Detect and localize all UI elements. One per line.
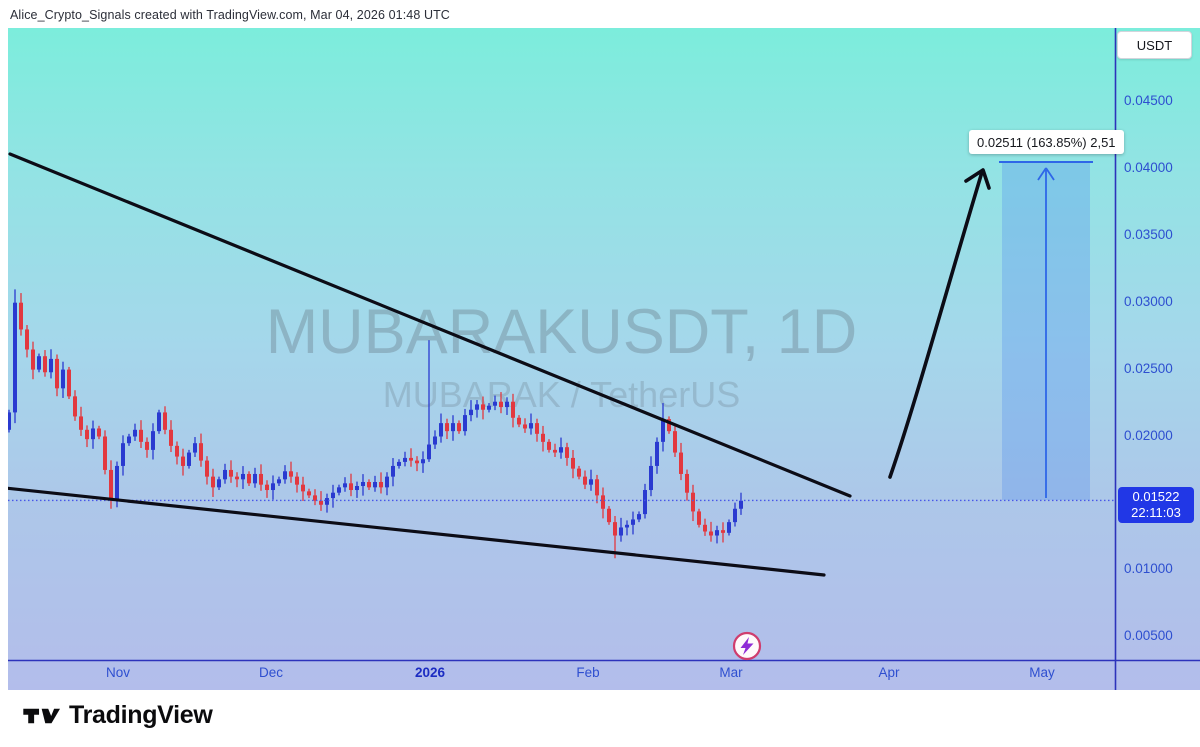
symbol-watermark: MUBARAKUSDT, 1D xyxy=(265,297,858,367)
time-tick-label: May xyxy=(1029,665,1055,680)
tradingview-logo-icon xyxy=(23,708,60,723)
time-tick-label: Mar xyxy=(719,665,743,680)
chart-canvas[interactable] xyxy=(8,28,1200,690)
currency-toggle-button[interactable]: USDT xyxy=(1117,31,1192,59)
pair-watermark: MUBARAK / TetherUS xyxy=(382,374,741,415)
price-tick-label: 0.01000 xyxy=(1124,561,1173,577)
bar-countdown: 22:11:03 xyxy=(1131,505,1181,520)
price-tick-label: 0.03500 xyxy=(1124,226,1173,242)
chart-surface: MUBARAKUSDT, 1D MUBARAK / TetherUS USDT … xyxy=(8,28,1200,690)
projection-arrow[interactable] xyxy=(888,168,991,479)
price-tick-label: 0.04000 xyxy=(1124,159,1173,175)
price-tick-label: 0.04500 xyxy=(1124,93,1173,108)
lightning-bolt-icon xyxy=(732,631,762,661)
price-range-label[interactable]: 0.02511 (163.85%) 2,51 xyxy=(969,130,1124,154)
price-range-tool[interactable] xyxy=(999,161,1093,500)
price-tick-label: 0.03000 xyxy=(1124,293,1173,309)
time-tick-label: Dec xyxy=(258,665,284,680)
event-marker[interactable] xyxy=(731,630,763,662)
price-tick-label: 0.02500 xyxy=(1124,360,1173,376)
last-price-badge[interactable]: 0.01522 22:11:03 xyxy=(1118,487,1194,523)
time-tick-label: Nov xyxy=(105,665,131,680)
price-tick-label: 0.00500 xyxy=(1124,628,1173,644)
attribution-text: Alice_Crypto_Signals created with Tradin… xyxy=(10,8,450,22)
time-tick-label: 2026 xyxy=(414,665,446,680)
last-price-value: 0.01522 xyxy=(1132,489,1180,504)
lower-descending-trendline[interactable] xyxy=(8,486,826,577)
candlesticks xyxy=(8,289,743,559)
time-tick-label: Apr xyxy=(878,665,900,680)
tradingview-wordmark: TradingView xyxy=(69,701,213,729)
price-tick-label: 0.02000 xyxy=(1124,427,1173,443)
tradingview-logo[interactable]: TradingView xyxy=(22,701,213,730)
upper-descending-trendline[interactable] xyxy=(8,152,852,498)
time-tick-label: Feb xyxy=(576,665,600,680)
